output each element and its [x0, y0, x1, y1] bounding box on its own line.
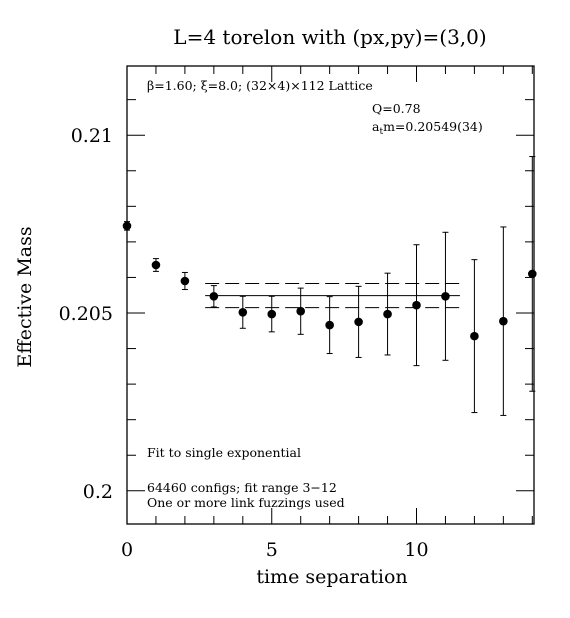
- point-marker: [383, 309, 392, 319]
- point-marker: [151, 260, 161, 270]
- x-tick-label: 10: [404, 539, 428, 561]
- lattice-annotation: β=1.60; ξ=8.0; (32×4)×112 Lattice: [147, 78, 373, 93]
- data-point: [499, 226, 508, 416]
- fit-note-annotation: Fit to single exponential: [147, 445, 301, 460]
- y-tick-label: 0.21: [71, 125, 113, 147]
- y-axis-label: Effective Mass: [14, 226, 36, 367]
- data-point: [325, 296, 334, 355]
- data-points: [122, 156, 537, 416]
- axis-ticks: [126, 66, 534, 524]
- data-point: [122, 221, 132, 231]
- y-tick-label: 0.2: [83, 481, 113, 503]
- data-point: [209, 285, 219, 308]
- data-point: [441, 231, 450, 361]
- fit-band: [205, 282, 460, 309]
- data-point: [180, 271, 190, 291]
- data-point: [383, 272, 392, 356]
- data-point: [151, 258, 161, 272]
- point-marker: [354, 317, 363, 327]
- point-marker: [238, 307, 248, 317]
- data-point: [267, 295, 277, 333]
- data-point: [296, 287, 306, 335]
- point-marker: [267, 309, 277, 319]
- point-marker: [412, 300, 421, 310]
- x-tick-label: 5: [266, 539, 278, 561]
- data-point: [470, 259, 479, 414]
- y-tick-label: 0.205: [59, 303, 113, 325]
- plot-frame: [126, 65, 535, 525]
- point-marker: [528, 269, 537, 279]
- chart-title: L=4 torelon with (px,py)=(3,0): [173, 25, 486, 49]
- data-point: [412, 244, 421, 367]
- point-marker: [441, 291, 450, 301]
- point-marker: [122, 221, 132, 231]
- point-marker: [209, 291, 219, 301]
- point-marker: [180, 276, 190, 286]
- point-marker: [296, 306, 306, 316]
- q-annotation: Q=0.78: [372, 101, 421, 116]
- data-point: [528, 156, 537, 392]
- x-tick-label: 0: [121, 539, 133, 561]
- configs-annotation: 64460 configs; fit range 3−12: [147, 480, 337, 495]
- point-marker: [325, 320, 334, 330]
- point-marker: [470, 331, 479, 341]
- x-axis-label: time separation: [256, 566, 407, 588]
- fuzzing-annotation: One or more link fuzzings used: [147, 495, 345, 510]
- mass-annotation: atm=0.20549(34): [372, 119, 483, 137]
- point-marker: [499, 316, 508, 326]
- data-point: [354, 285, 363, 358]
- data-point: [238, 295, 248, 329]
- tick-labels: 0 5 10 0.2 0.205 0.21: [59, 125, 429, 561]
